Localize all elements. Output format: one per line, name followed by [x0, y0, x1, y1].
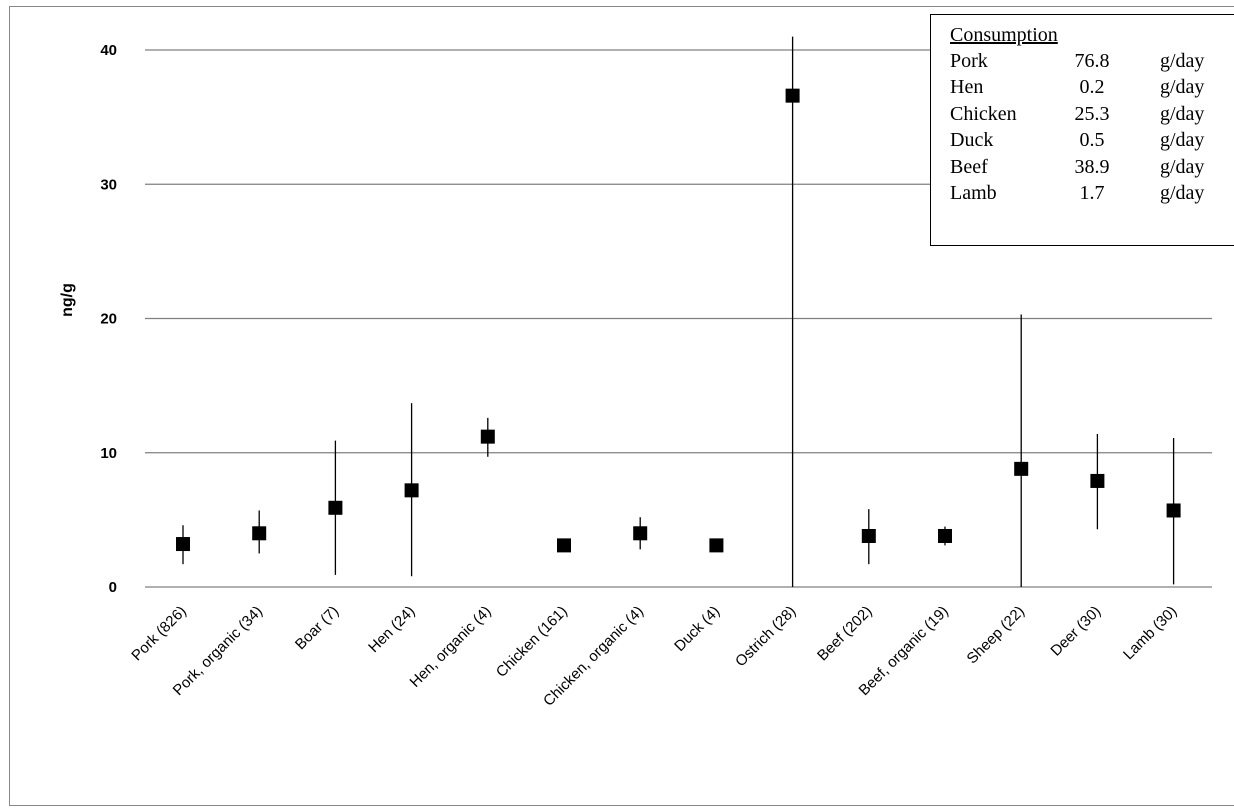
consumption-unit: g/day	[1160, 181, 1205, 204]
data-marker	[861, 528, 876, 543]
consumption-row: Pork 76.8 g/day	[950, 48, 1234, 74]
data-marker	[1090, 473, 1105, 488]
y-tick-label: 10	[100, 445, 117, 462]
consumption-legend: Consumption Pork 76.8 g/day Hen 0.2 g/day Chic…	[930, 14, 1234, 246]
category-label: Duck (4)	[671, 603, 723, 655]
consumption-value: 1.7	[1079, 181, 1105, 204]
data-marker	[252, 526, 267, 541]
consumption-row: Beef 38.9 g/day	[950, 154, 1234, 180]
data-marker	[328, 500, 343, 515]
category-labels: Pork (826)Pork, organic (34) Boar (7) Hen …	[128, 603, 1180, 710]
consumption-food: Hen	[950, 76, 984, 99]
consumption-unit: g/day	[1160, 76, 1205, 99]
data-marker	[480, 429, 495, 444]
consumption-food: Pork	[950, 50, 988, 72]
y-tick-label: 30	[100, 176, 117, 193]
category-label: Sheep (22)	[964, 603, 1029, 668]
category-label: Beef (202)	[814, 603, 876, 665]
category-label: Hen (24)	[365, 603, 418, 656]
category-label: Deer (30)	[1047, 603, 1104, 660]
data-marker	[404, 483, 419, 498]
y-tick-label: 20	[100, 311, 117, 328]
category-label: Lamb (30)	[1120, 603, 1180, 663]
category-label: Ostrich (28)	[732, 603, 799, 670]
y-axis-title: ng/g	[59, 283, 76, 317]
consumption-row: Chicken 25.3 g/day	[950, 101, 1234, 127]
consumption-food: Lamb	[950, 181, 997, 204]
consumption-unit: g/day	[1160, 129, 1205, 152]
consumption-value: 25.3	[1074, 102, 1110, 125]
data-marker	[557, 538, 571, 553]
consumption-value: 0.5	[1079, 129, 1105, 152]
consumption-food: Duck	[950, 129, 994, 152]
consumption-unit: g/day	[1160, 50, 1205, 72]
consumption-value: 0.2	[1079, 76, 1105, 99]
consumption-unit: g/day	[1160, 102, 1205, 125]
data-marker	[938, 528, 952, 543]
consumption-row: Lamb 1.7 g/day	[950, 180, 1234, 206]
consumption-food: Beef	[950, 155, 988, 178]
data-marker	[785, 88, 800, 103]
data-marker	[1166, 503, 1181, 518]
category-label: Pork (826)	[128, 603, 190, 665]
data-marker	[709, 538, 724, 553]
category-label: Chicken (161)	[493, 603, 571, 681]
y-tick-label: 0	[109, 579, 117, 596]
data-marker	[1014, 461, 1029, 476]
data-marker	[176, 537, 190, 552]
consumption-row: Duck 0.5 g/day	[950, 127, 1234, 153]
category-label: Hen, organic (4)	[407, 603, 495, 691]
consumption-food: Chicken	[950, 102, 1017, 125]
data-markers	[176, 88, 1181, 553]
consumption-value: 38.9	[1074, 155, 1110, 178]
consumption-row: Hen 0.2 g/day	[950, 74, 1234, 100]
consumption-unit: g/day	[1160, 155, 1205, 178]
data-marker	[633, 526, 648, 541]
consumption-title: Consumption	[950, 24, 1058, 46]
category-label: Boar (7)	[292, 603, 342, 653]
consumption-value: 76.8	[1074, 50, 1110, 72]
y-tick-label: 40	[100, 42, 117, 59]
y-tick-labels: 0 10 20 30 40	[100, 42, 117, 596]
consumption-rows: Pork 76.8 g/day Hen 0.2 g/day Chicken 25.3 g/day…	[950, 48, 1234, 206]
